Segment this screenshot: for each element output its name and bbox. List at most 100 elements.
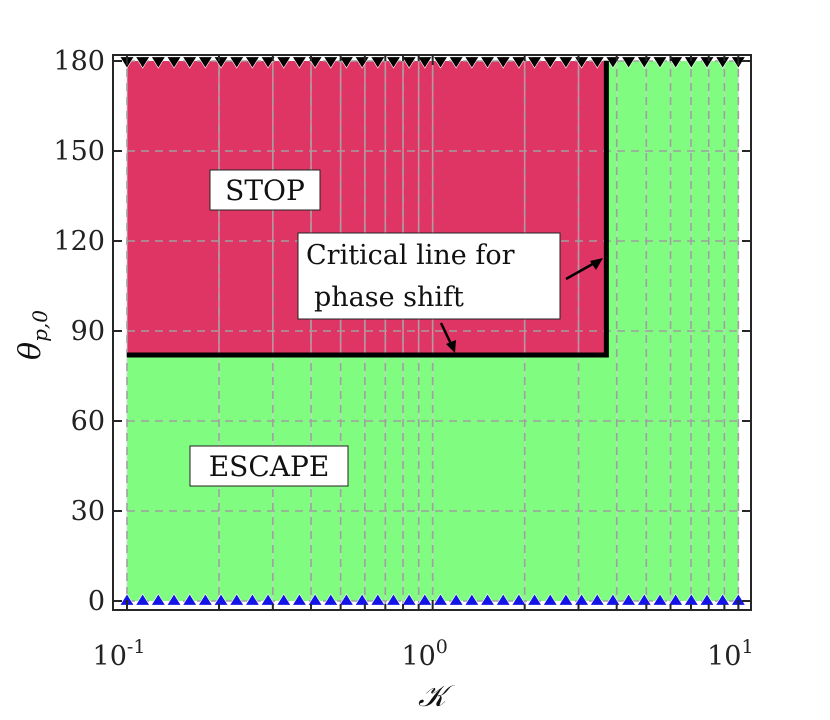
y-tick-label: 60 bbox=[71, 406, 105, 437]
marker-down-icon bbox=[213, 56, 229, 69]
marker-down-icon bbox=[260, 56, 276, 69]
marker-down-icon bbox=[495, 56, 511, 69]
marker-up-icon bbox=[605, 593, 621, 606]
marker-up-icon bbox=[448, 593, 464, 606]
marker-down-icon bbox=[276, 56, 292, 69]
marker-up-icon bbox=[479, 593, 496, 606]
marker-down-icon bbox=[589, 56, 605, 69]
marker-down-icon bbox=[699, 56, 715, 69]
escape-label-group: ESCAPE bbox=[189, 445, 349, 487]
marker-down-icon bbox=[135, 56, 151, 69]
marker-up-icon bbox=[166, 593, 182, 606]
arrow-head-right-icon bbox=[590, 258, 603, 270]
annotation-box bbox=[297, 232, 561, 320]
x-tick-label-base: 10 bbox=[707, 641, 741, 672]
x-axis-label: 𝒦 bbox=[418, 679, 455, 714]
escape-region-label: ESCAPE bbox=[209, 450, 330, 483]
y-tick-label: 150 bbox=[53, 136, 105, 167]
marker-down-icon bbox=[182, 56, 198, 69]
marker-down-icon bbox=[229, 56, 245, 69]
x-tick-label: 10-1 bbox=[93, 636, 146, 672]
y-tick-label: 0 bbox=[88, 586, 105, 617]
marker-up-icon bbox=[417, 593, 433, 606]
marker-down-icon bbox=[527, 56, 543, 69]
marker-up-icon bbox=[182, 593, 198, 606]
marker-up-icon bbox=[652, 593, 668, 606]
marker-down-icon bbox=[542, 56, 558, 69]
marker-up-icon bbox=[621, 593, 637, 606]
y-axis-label: θ bbox=[13, 342, 48, 360]
marker-up-icon bbox=[668, 593, 684, 606]
marker-up-icon bbox=[244, 593, 260, 606]
annotation-line-1: Critical line for bbox=[306, 240, 515, 271]
marker-down-icon bbox=[150, 56, 166, 69]
marker-up-icon bbox=[699, 593, 715, 606]
y-axis-label-group: θp,0 bbox=[13, 310, 52, 360]
marker-up-icon bbox=[527, 593, 543, 606]
critical-line bbox=[126, 61, 609, 358]
y-tick-label: 30 bbox=[71, 496, 105, 527]
marker-down-icon bbox=[244, 56, 260, 69]
marker-up-icon bbox=[229, 593, 245, 606]
marker-up-icon bbox=[260, 593, 276, 606]
annotation-line-2: phase shift bbox=[314, 282, 464, 313]
marker-up-icon bbox=[323, 593, 339, 606]
marker-up-icon bbox=[307, 593, 323, 606]
stop-region-label: STOP bbox=[225, 174, 305, 207]
marker-down-icon bbox=[338, 56, 354, 69]
y-tick-label: 90 bbox=[71, 316, 105, 347]
x-axis: 10-1 100 101 bbox=[93, 55, 754, 672]
y-axis: 0 30 60 90 120 150 180 bbox=[53, 46, 751, 617]
marker-up-icon bbox=[276, 593, 292, 606]
marker-up-icon bbox=[150, 593, 166, 606]
x-tick-label-base: 10 bbox=[93, 641, 127, 672]
x-tick-label: 100 bbox=[401, 636, 447, 672]
plot-area bbox=[112, 54, 752, 611]
marker-up-icon bbox=[495, 593, 511, 606]
marker-up-icon bbox=[370, 593, 386, 606]
marker-up-icon bbox=[715, 593, 731, 606]
marker-up-icon bbox=[401, 593, 417, 606]
marker-down-icon bbox=[432, 56, 449, 69]
y-tick-label: 120 bbox=[53, 226, 105, 257]
marker-down-icon bbox=[370, 56, 386, 69]
x-tick-label-base: 10 bbox=[401, 641, 435, 672]
marker-up-icon bbox=[135, 593, 151, 606]
marker-up-icon bbox=[558, 593, 574, 606]
marker-up-icon bbox=[338, 593, 354, 606]
marker-down-icon bbox=[291, 56, 307, 69]
svg-text:θp,0: θp,0 bbox=[13, 310, 52, 360]
marker-down-icon bbox=[401, 56, 417, 69]
marker-down-icon bbox=[558, 56, 574, 69]
stop-label-group: STOP bbox=[209, 169, 321, 211]
arrow-head-bottom-icon bbox=[446, 340, 456, 353]
marker-up-icon bbox=[511, 593, 527, 606]
marker-down-icon bbox=[448, 56, 464, 69]
escape-label-box bbox=[189, 445, 349, 487]
x-tick-label-exponent: -1 bbox=[127, 636, 146, 658]
marker-down-icon bbox=[668, 56, 684, 69]
annotation-arrow-bottom bbox=[439, 322, 454, 347]
marker-up-icon bbox=[464, 593, 480, 606]
marker-down-icon bbox=[323, 56, 339, 69]
marker-up-icon bbox=[354, 593, 370, 606]
marker-down-icon bbox=[715, 56, 731, 69]
marker-down-icon bbox=[479, 56, 496, 69]
marker-down-icon bbox=[166, 56, 182, 69]
marker-down-icon bbox=[464, 56, 480, 69]
marker-up-icon bbox=[574, 593, 590, 606]
marker-up-icon bbox=[385, 593, 402, 606]
marker-up-icon bbox=[197, 593, 213, 606]
marker-down-icon bbox=[652, 56, 668, 69]
marker-up-icon bbox=[542, 593, 558, 606]
x-tick-label: 101 bbox=[707, 636, 753, 672]
marker-up-icon bbox=[589, 593, 605, 606]
marker-down-icon bbox=[636, 56, 652, 69]
x-tick-label-exponent: 1 bbox=[741, 636, 753, 658]
marker-up-icon bbox=[291, 593, 307, 606]
marker-up-icon bbox=[213, 593, 229, 606]
marker-down-icon bbox=[621, 56, 637, 69]
marker-down-icon bbox=[385, 56, 402, 69]
marker-down-icon bbox=[417, 56, 433, 69]
